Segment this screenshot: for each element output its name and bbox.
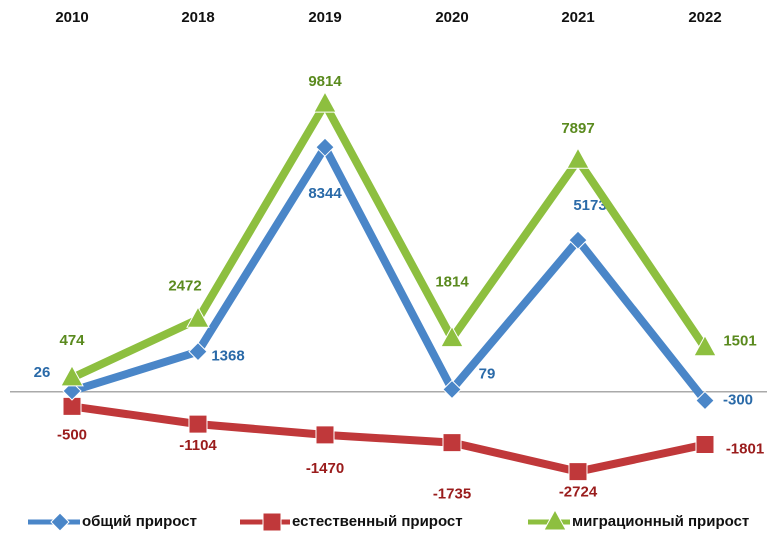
data-label: 26 bbox=[34, 364, 51, 381]
data-label: -1735 bbox=[433, 486, 471, 503]
point bbox=[315, 425, 335, 445]
point bbox=[440, 325, 464, 348]
point bbox=[186, 306, 210, 328]
point bbox=[442, 379, 462, 400]
data-label: -1470 bbox=[306, 460, 344, 477]
x-tick-label: 2020 bbox=[435, 9, 468, 26]
point bbox=[60, 364, 84, 387]
legend-marker bbox=[50, 512, 70, 532]
x-tick-label: 2018 bbox=[181, 9, 214, 26]
data-label: 2472 bbox=[168, 277, 201, 294]
data-label: 1368 bbox=[211, 348, 244, 365]
point bbox=[566, 147, 590, 169]
legend-label: естественный прирост bbox=[292, 513, 463, 530]
point bbox=[313, 91, 337, 113]
point bbox=[442, 433, 462, 453]
x-tick-label: 2010 bbox=[55, 9, 88, 26]
x-tick-label: 2019 bbox=[308, 9, 341, 26]
point bbox=[315, 137, 335, 157]
data-label: 79 bbox=[479, 365, 496, 382]
data-label: 8344 bbox=[308, 185, 342, 202]
x-tick-label: 2022 bbox=[688, 9, 721, 26]
legend-label: общий прирост bbox=[82, 513, 197, 530]
x-tick-label: 2021 bbox=[561, 9, 594, 26]
point bbox=[695, 435, 715, 455]
legend-marker bbox=[543, 508, 567, 531]
point bbox=[188, 414, 208, 434]
data-label: -1104 bbox=[179, 437, 217, 454]
legend-label: миграционный прирост bbox=[572, 513, 749, 530]
point bbox=[188, 341, 208, 362]
data-label: -300 bbox=[723, 392, 753, 409]
data-label: -500 bbox=[57, 426, 87, 443]
legend-marker bbox=[262, 512, 282, 532]
data-label: -1801 bbox=[726, 441, 764, 458]
series-line bbox=[70, 139, 709, 404]
data-label: 474 bbox=[59, 332, 85, 349]
data-label: 7897 bbox=[561, 120, 594, 137]
data-label: 9814 bbox=[308, 73, 342, 90]
point bbox=[62, 381, 82, 401]
data-label: 1814 bbox=[435, 274, 469, 291]
point bbox=[568, 230, 588, 250]
data-label: 1501 bbox=[723, 333, 756, 350]
data-label: -2724 bbox=[559, 484, 598, 501]
point bbox=[695, 390, 715, 411]
series-line bbox=[71, 402, 706, 476]
series-line bbox=[70, 95, 709, 382]
point bbox=[568, 462, 588, 482]
point bbox=[693, 334, 717, 357]
data-label: 5173 bbox=[573, 197, 606, 214]
